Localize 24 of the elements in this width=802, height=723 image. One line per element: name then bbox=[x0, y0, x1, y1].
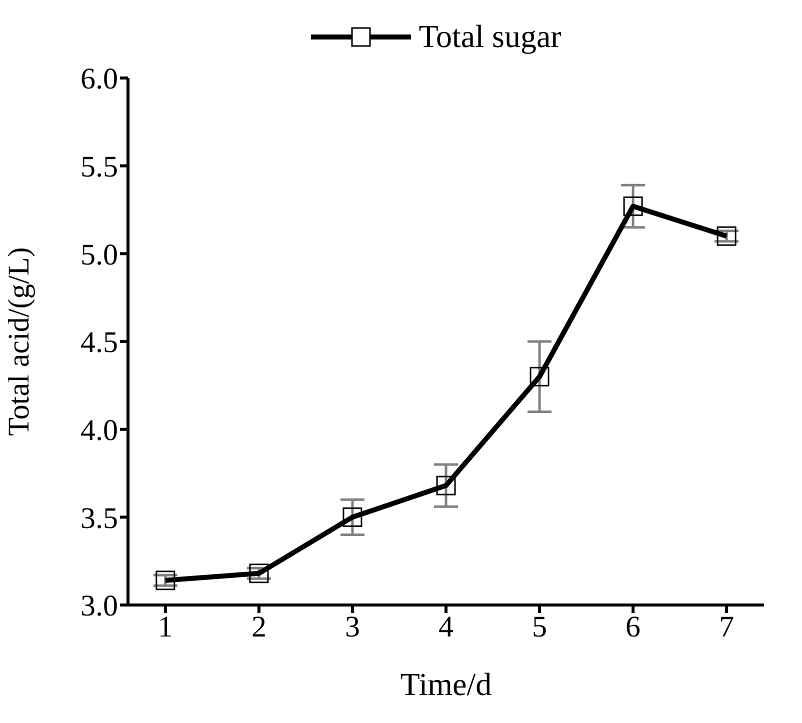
point bbox=[530, 366, 550, 386]
y-tick-label: 6.0 bbox=[80, 62, 118, 96]
point bbox=[156, 570, 176, 590]
point bbox=[716, 226, 736, 246]
point bbox=[436, 476, 456, 496]
x-tick-label: 1 bbox=[158, 610, 173, 644]
point bbox=[342, 507, 362, 527]
x-tick-label: 3 bbox=[344, 610, 360, 644]
x-tick-label: 4 bbox=[438, 610, 454, 644]
y-tick-label: 4.5 bbox=[80, 326, 118, 360]
y-tick-label: 3.5 bbox=[80, 502, 118, 535]
point bbox=[249, 564, 269, 584]
y-tick-label: 5.0 bbox=[80, 238, 118, 272]
x-tick-label: 6 bbox=[626, 610, 641, 644]
y-axis-title: Total acid/(g/L) bbox=[2, 247, 36, 436]
x-tick-label: 2 bbox=[251, 610, 266, 644]
y-tick-label: 3.0 bbox=[80, 590, 118, 623]
y-tick-label: 4.0 bbox=[80, 414, 118, 447]
x-axis-title: Time/d bbox=[400, 666, 492, 702]
legend-label: Total sugar bbox=[418, 18, 562, 55]
y-tick-label: 5.5 bbox=[80, 150, 118, 184]
point bbox=[623, 196, 643, 216]
x-tick-label: 7 bbox=[719, 610, 734, 644]
x-tick-label: 5 bbox=[532, 610, 548, 644]
